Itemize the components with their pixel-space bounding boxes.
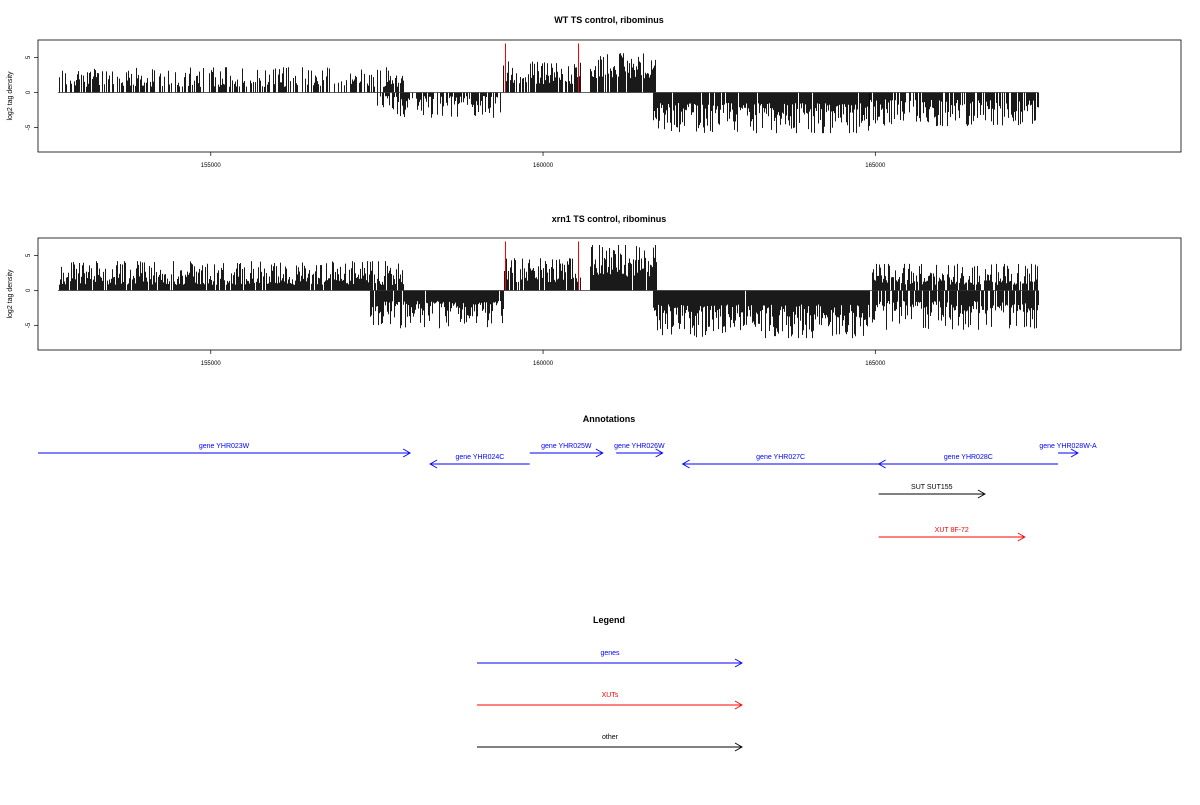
legend-label: genes: [600, 650, 620, 657]
feature-arrow-head: [429, 459, 438, 469]
wt-x-tick-label: 160000: [533, 163, 554, 169]
xrn1-x-tick-label: 155000: [201, 361, 222, 367]
xrn1-density-bars: [59, 245, 1039, 339]
wt-x-tick-label: 165000: [865, 163, 886, 169]
feature-arrow-head: [402, 448, 412, 458]
wt-y-tick-label: -5: [26, 124, 32, 130]
wt-panel-title: WT TS control, ribominus: [554, 15, 664, 25]
xrn1-panel-title: xrn1 TS control, ribominus: [552, 214, 667, 224]
xrn1-y-tick-label: 5: [26, 253, 32, 257]
annotation-feature: gene YHR028C: [877, 454, 1059, 469]
wt-plot-frame: [37, 39, 1182, 153]
feature-arrow-head: [877, 459, 886, 469]
annotation-feature: SUT SUT155: [878, 484, 986, 499]
feature-arrow-head: [977, 489, 986, 499]
annotations-title: Annotations: [583, 414, 636, 424]
annotation-feature: gene YHR028W-A: [1039, 443, 1097, 458]
xrn1-y-axis: -5 0 5: [26, 253, 38, 328]
legend-item: genes: [477, 650, 743, 668]
feature-label: gene YHR023W: [199, 443, 250, 450]
xrn1-y-tick-label: -5: [26, 322, 32, 328]
feature-label: XUT 8F-72: [935, 527, 969, 534]
annotation-feature: XUT 8F-72: [878, 527, 1026, 542]
feature-label: gene YHR027C: [756, 454, 805, 461]
feature-label: gene YHR028W-A: [1039, 443, 1097, 450]
xrn1-x-tick-label: 160000: [533, 361, 554, 367]
wt-highlight-bars: [505, 43, 579, 93]
wt-x-axis: 155000 160000 165000: [201, 152, 886, 169]
annotation-feature: gene YHR026W: [614, 443, 665, 458]
feature-arrow-head: [1070, 448, 1079, 458]
legend: Legend genes XUTs other: [477, 615, 743, 752]
legend-arrow-head: [734, 658, 743, 668]
feature-arrow-head: [681, 459, 690, 469]
feature-label: SUT SUT155: [911, 484, 953, 491]
wt-y-axis: -5 0 5: [26, 55, 38, 130]
legend-item: other: [477, 734, 743, 752]
annotation-feature: gene YHR024C: [429, 454, 530, 469]
legend-arrow-head: [734, 742, 743, 752]
legend-items: genes XUTs other: [477, 650, 743, 752]
wt-y-tick-label: 5: [26, 55, 32, 59]
xrn1-highlight-bars: [505, 241, 579, 291]
feature-label: gene YHR026W: [614, 443, 665, 450]
feature-arrow-head: [595, 448, 604, 458]
legend-title: Legend: [593, 615, 625, 625]
legend-item: XUTs: [477, 692, 743, 710]
wt-density-panel: WT TS control, ribominus 155000 160000 165…: [7, 15, 1182, 169]
wt-y-tick-label: 0: [26, 90, 32, 94]
wt-density-bars: [59, 53, 1039, 134]
feature-label: gene YHR028C: [944, 454, 993, 461]
annotation-feature: gene YHR025W: [529, 443, 604, 458]
xrn1-y-tick-label: 0: [26, 288, 32, 292]
xrn1-y-axis-label: log2 tag density: [7, 269, 14, 319]
xrn1-plot-frame: [37, 237, 1182, 351]
legend-label: other: [602, 734, 619, 741]
xrn1-density-panel: xrn1 TS control, ribominus 155000 160000 1…: [7, 214, 1182, 367]
annotation-feature: gene YHR023W: [38, 443, 412, 458]
feature-arrow-head: [1017, 532, 1026, 542]
annotation-feature: gene YHR027C: [681, 454, 879, 469]
feature-label: gene YHR025W: [541, 443, 592, 450]
wt-y-axis-label: log2 tag density: [7, 71, 14, 121]
legend-label: XUTs: [602, 692, 619, 699]
legend-arrow-head: [734, 700, 743, 710]
feature-arrow-head: [655, 448, 664, 458]
wt-x-tick-label: 155000: [201, 163, 222, 169]
xrn1-x-axis: 155000 160000 165000: [201, 350, 886, 367]
feature-label: gene YHR024C: [455, 454, 504, 461]
annotation-features: gene YHR023W gene YHR024C gene YHR025W gene…: [38, 443, 1097, 542]
xrn1-x-tick-label: 165000: [865, 361, 886, 367]
